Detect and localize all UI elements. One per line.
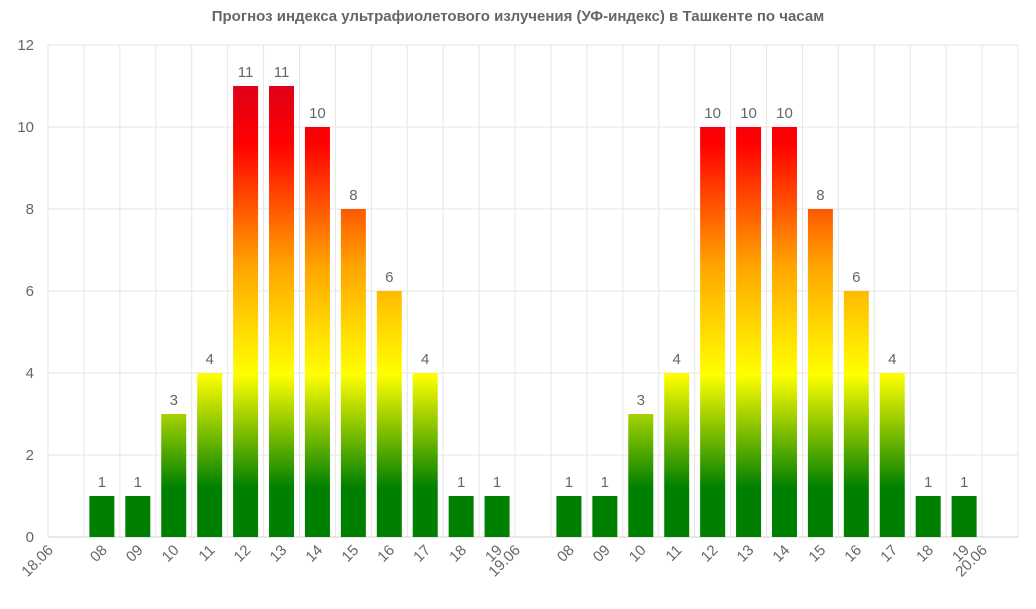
bar[interactable] (161, 414, 187, 537)
bar[interactable] (915, 496, 941, 537)
data-label: 4 (673, 351, 681, 368)
bar[interactable] (843, 291, 869, 537)
y-tick-label: 4 (26, 365, 34, 382)
x-tick-label: 09 (590, 542, 614, 566)
bar[interactable] (556, 496, 582, 537)
data-label: 8 (816, 187, 824, 204)
data-label: 6 (385, 269, 393, 286)
bar[interactable] (340, 209, 366, 537)
x-tick-label: 08 (554, 542, 578, 566)
y-tick-label: 8 (26, 201, 34, 218)
bar[interactable] (304, 127, 330, 537)
x-tick-label: 18 (913, 542, 937, 566)
x-tick-label: 10 (159, 542, 183, 566)
chart-title: Прогноз индекса ультрафиолетового излуче… (211, 8, 825, 25)
x-tick-label: 18 (446, 542, 470, 566)
x-tick-label: 16 (841, 542, 865, 566)
bar[interactable] (700, 127, 726, 537)
data-label: 1 (98, 474, 106, 491)
data-label: 3 (637, 392, 645, 409)
y-axis: 0 2 4 6 8 10 12 (17, 37, 34, 546)
x-tick-label: 08 (87, 542, 111, 566)
x-tick-label: 09 (123, 542, 147, 566)
data-label: 6 (852, 269, 860, 286)
grid (47, 44, 1019, 538)
bar[interactable] (879, 373, 905, 537)
bar[interactable] (664, 373, 690, 537)
x-tick-label: 11 (195, 542, 218, 565)
x-tick-label: 17 (410, 542, 434, 566)
x-tick-label: 13 (734, 542, 758, 566)
data-label: 4 (421, 351, 429, 368)
data-label: 3 (170, 392, 178, 409)
data-label: 8 (349, 187, 357, 204)
data-label: 11 (238, 64, 254, 81)
bar[interactable] (269, 86, 295, 537)
data-label: 10 (740, 105, 757, 122)
x-tick-label: 12 (698, 542, 722, 566)
data-label: 1 (457, 474, 465, 491)
bar[interactable] (484, 496, 510, 537)
bars (89, 86, 977, 537)
data-label: 1 (134, 474, 142, 491)
bar[interactable] (771, 127, 797, 537)
data-label: 1 (493, 474, 501, 491)
x-tick-label: 14 (302, 542, 326, 566)
data-label: 10 (704, 105, 721, 122)
x-tick-label: 11 (662, 542, 685, 565)
bar[interactable] (592, 496, 618, 537)
x-tick-label: 15 (338, 542, 362, 566)
bar[interactable] (412, 373, 438, 537)
y-tick-label: 6 (26, 283, 34, 300)
data-label: 4 (888, 351, 896, 368)
bar[interactable] (736, 127, 762, 537)
data-label: 11 (274, 64, 290, 81)
y-tick-label: 10 (17, 119, 34, 136)
y-tick-label: 12 (17, 37, 34, 54)
data-label: 1 (924, 474, 932, 491)
data-label: 4 (205, 351, 213, 368)
x-tick-label: 13 (267, 542, 291, 566)
data-label: 10 (776, 105, 793, 122)
bar[interactable] (448, 496, 474, 537)
data-label: 10 (309, 105, 326, 122)
data-label: 1 (960, 474, 968, 491)
bar[interactable] (125, 496, 151, 537)
x-tick-label: 12 (231, 542, 255, 566)
data-label: 1 (565, 474, 573, 491)
bar[interactable] (807, 209, 833, 537)
x-tick-label: 14 (769, 542, 793, 566)
y-tick-label: 0 (26, 529, 34, 546)
x-tick-label: 10 (626, 542, 650, 566)
data-label: 1 (601, 474, 609, 491)
bar[interactable] (628, 414, 654, 537)
bar[interactable] (951, 496, 977, 537)
x-tick-label: 15 (805, 542, 829, 566)
bar[interactable] (89, 496, 115, 537)
x-date-label: 18.06 (18, 542, 57, 581)
x-tick-label: 17 (877, 542, 901, 566)
bar[interactable] (233, 86, 259, 537)
y-tick-label: 2 (26, 447, 34, 464)
bar[interactable] (197, 373, 223, 537)
x-tick-label: 16 (374, 542, 398, 566)
bar[interactable] (376, 291, 402, 537)
